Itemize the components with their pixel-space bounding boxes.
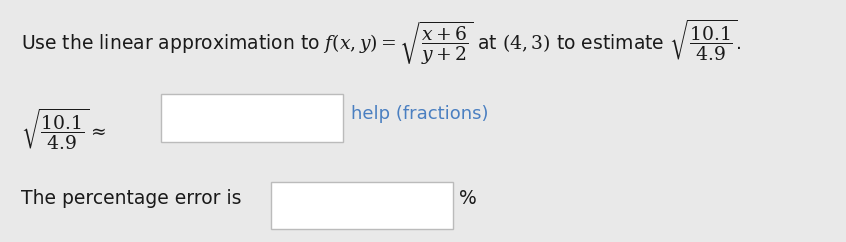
Text: %: % — [459, 189, 476, 208]
Text: The percentage error is: The percentage error is — [21, 189, 242, 208]
Text: Use the linear approximation to $f(x, y) = \sqrt{\dfrac{x+6}{y+2}}$ at $(4, 3)$ : Use the linear approximation to $f(x, y)… — [21, 17, 742, 66]
Text: $\sqrt{\dfrac{10.1}{4.9}} \approx$: $\sqrt{\dfrac{10.1}{4.9}} \approx$ — [21, 106, 107, 151]
Text: help (fractions): help (fractions) — [351, 105, 489, 123]
FancyBboxPatch shape — [271, 182, 453, 229]
FancyBboxPatch shape — [161, 94, 343, 142]
